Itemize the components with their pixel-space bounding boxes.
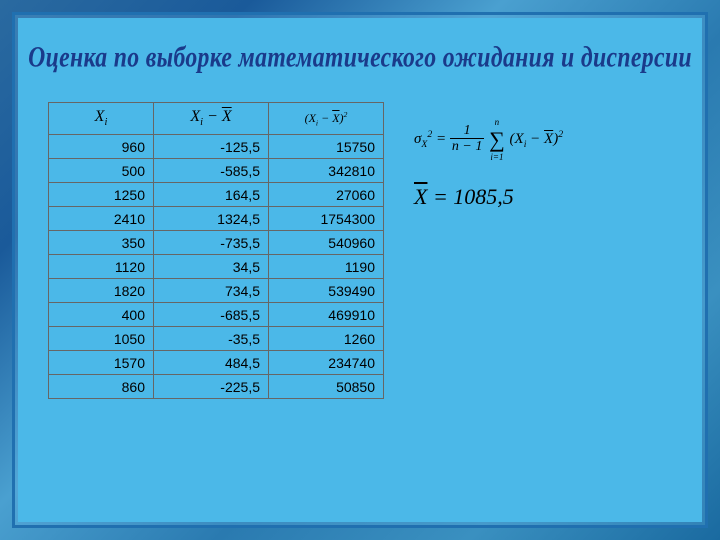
table-body: 960-125,515750 500-585,5342810 1250164,5…	[49, 135, 384, 399]
sum-lower: i=1	[490, 152, 503, 162]
slide-panel: Оценка по выборке математического ожидан…	[18, 18, 702, 522]
table-row: 1050-35,51260	[49, 327, 384, 351]
sum-upper: n	[495, 117, 500, 127]
table-row: 400-685,5469910	[49, 303, 384, 327]
table-row: 350-735,5540960	[49, 231, 384, 255]
col-header-sq: (Xi − X)2	[269, 103, 384, 135]
table-header-row: Xi Xi − X (Xi − X)2	[49, 103, 384, 135]
table-row: 500-585,5342810	[49, 159, 384, 183]
summation-symbol: n ∑ i=1	[489, 127, 505, 153]
fraction-den: n − 1	[450, 139, 484, 156]
variance-rhs: (Xi − X)2	[510, 131, 564, 147]
table-row: 960-125,515750	[49, 135, 384, 159]
content-row: Xi Xi − X (Xi − X)2 960-125,515750 500-5…	[48, 102, 672, 399]
table-row: 1820734,5539490	[49, 279, 384, 303]
col-header-xi: Xi	[49, 103, 154, 135]
formula-block: σX2 = 1 n − 1 n ∑ i=1 (Xi − X)2 X = 1085…	[414, 102, 563, 238]
variance-formula: σX2 = 1 n − 1 n ∑ i=1 (Xi − X)2	[414, 124, 563, 156]
variance-lhs: σX2 =	[414, 131, 446, 147]
table-row: 112034,51190	[49, 255, 384, 279]
col-header-deviation: Xi − X	[154, 103, 269, 135]
table-row: 860-225,550850	[49, 375, 384, 399]
table-row: 1570484,5234740	[49, 351, 384, 375]
fraction-num: 1	[450, 124, 484, 139]
slide-border: Оценка по выборке математического ожидан…	[12, 12, 708, 528]
data-table: Xi Xi − X (Xi − X)2 960-125,515750 500-5…	[48, 102, 384, 399]
fraction: 1 n − 1	[450, 124, 484, 156]
table-row: 24101324,51754300	[49, 207, 384, 231]
mean-formula: X = 1085,5	[414, 184, 563, 210]
slide-outer-frame: Оценка по выборке математического ожидан…	[0, 0, 720, 540]
table-row: 1250164,527060	[49, 183, 384, 207]
slide-title: Оценка по выборке математического ожидан…	[23, 39, 697, 74]
